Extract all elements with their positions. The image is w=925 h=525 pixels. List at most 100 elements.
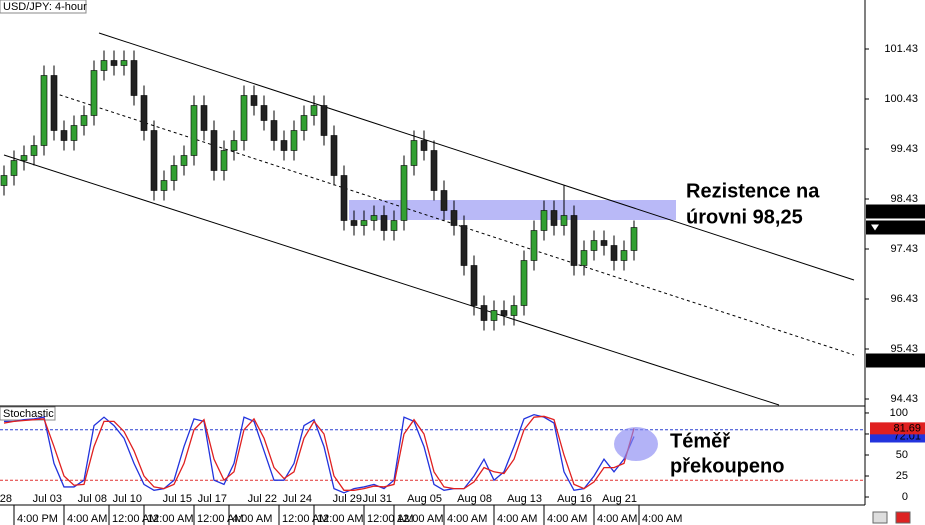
- scroll-button[interactable]: [895, 511, 911, 524]
- candle-body: [90, 70, 98, 116]
- candle-body: [360, 220, 368, 226]
- candle-body: [240, 95, 248, 141]
- marker-arrow: [871, 224, 879, 231]
- candle-body: [560, 215, 568, 226]
- candle-body: [570, 215, 578, 266]
- candle-body: [80, 115, 88, 126]
- candle-body: [270, 120, 278, 141]
- candle-body: [340, 175, 348, 221]
- x-time-label: 4:00 PM: [17, 513, 58, 525]
- x-time-label: 12:00 AM: [197, 513, 243, 525]
- candle-body: [400, 165, 408, 221]
- candle-body: [190, 105, 198, 156]
- candle-body: [590, 240, 598, 251]
- price-marker: [866, 204, 925, 219]
- x-time-label: 4:00 AM: [232, 513, 272, 525]
- trendline: [98, 32, 855, 281]
- candle-body: [70, 125, 78, 141]
- candle-body: [260, 105, 268, 121]
- candle-body: [210, 130, 218, 171]
- candle-body: [450, 210, 458, 226]
- candle-body: [250, 95, 258, 106]
- candle-body: [10, 160, 18, 176]
- y-tick-label: 98.43: [890, 193, 918, 205]
- x-date-label: Jul 29: [333, 493, 362, 505]
- candle-body: [140, 95, 148, 131]
- stoch-marker: [870, 422, 925, 435]
- y-tick-label: 100: [890, 407, 908, 419]
- x-time-label: 4:00 AM: [547, 513, 587, 525]
- scroll-button[interactable]: [872, 511, 888, 524]
- price-marker-label: 98.18: [893, 205, 921, 217]
- x-time-label: 12:00 AM: [147, 513, 193, 525]
- candle-body: [50, 75, 58, 131]
- candle-body: [380, 215, 388, 231]
- candle-body: [110, 60, 118, 66]
- x-time-label: 12:00 AM: [282, 513, 328, 525]
- y-tick-label: 101.43: [884, 43, 918, 55]
- candle-body: [620, 250, 628, 261]
- chart-title: USD/JPY: 4-hour: [3, 1, 87, 13]
- x-date-label: Jul 22: [248, 493, 277, 505]
- candle-body: [500, 310, 508, 316]
- x-time-label: 12:00 AM: [317, 513, 363, 525]
- x-date-label: Jul 08: [78, 493, 107, 505]
- candle-body: [330, 135, 338, 176]
- x-date-label: Jul 31: [363, 493, 392, 505]
- y-tick-label: 99.43: [890, 143, 918, 155]
- y-tick-label: 95.43: [890, 343, 918, 355]
- x-date-label: Aug 13: [507, 493, 542, 505]
- candle-body: [460, 225, 468, 266]
- title-box: [0, 0, 87, 14]
- stoch-marker-label: 81.69: [893, 422, 921, 434]
- candle-body: [160, 180, 168, 191]
- annotation: Rezistence na: [686, 180, 820, 202]
- candle-body: [530, 230, 538, 261]
- y-tick-label: 50: [896, 449, 908, 461]
- annotation: překoupeno: [670, 455, 784, 477]
- price-marker: [866, 353, 925, 368]
- x-time-label: 12:00 AM: [397, 513, 443, 525]
- candle-body: [520, 260, 528, 306]
- y-tick-label: 96.43: [890, 293, 918, 305]
- candle-body: [170, 165, 178, 181]
- price-marker-label: 95.20: [893, 354, 921, 366]
- x-time-label: 4:00 AM: [497, 513, 537, 525]
- candle-body: [300, 115, 308, 131]
- y-tick-label: 0: [902, 491, 908, 503]
- candle-body: [310, 105, 318, 116]
- candle-body: [490, 310, 498, 321]
- candle-body: [180, 155, 188, 166]
- x-time-label: 4:00 AM: [642, 513, 682, 525]
- candle-body: [230, 140, 238, 151]
- stoch-line: [3, 415, 635, 491]
- candle-body: [130, 60, 138, 96]
- candle-body: [600, 240, 608, 246]
- trendline: [3, 154, 780, 406]
- resistance-zone: [349, 200, 676, 220]
- candle-body: [0, 175, 8, 186]
- x-time-label: 12:00 AM: [367, 513, 413, 525]
- x-date-label: Jul 17: [198, 493, 227, 505]
- annotation: Téměř: [670, 430, 730, 452]
- candle-body: [40, 75, 48, 146]
- x-date-label: Jul 15: [163, 493, 192, 505]
- candle-body: [540, 210, 548, 231]
- y-tick-label: 94.43: [890, 393, 918, 405]
- candle-body: [610, 245, 618, 261]
- candle-body: [430, 150, 438, 191]
- x-date-label: Jul 10: [113, 493, 142, 505]
- x-time-label: 12:00 AM: [112, 513, 158, 525]
- x-time-label: 4:00 AM: [67, 513, 107, 525]
- candle-body: [120, 60, 128, 66]
- candle-body: [440, 190, 448, 211]
- candle-body: [390, 220, 398, 231]
- x-date-label: Jul 24: [283, 493, 312, 505]
- candle-body: [630, 227, 638, 251]
- x-date-label: Jul 03: [33, 493, 62, 505]
- y-tick-label: 100.43: [884, 93, 918, 105]
- candle-body: [550, 210, 558, 226]
- y-tick-label: 97.43: [890, 243, 918, 255]
- x-time-label: 4:00 AM: [597, 513, 637, 525]
- candle-body: [410, 140, 418, 166]
